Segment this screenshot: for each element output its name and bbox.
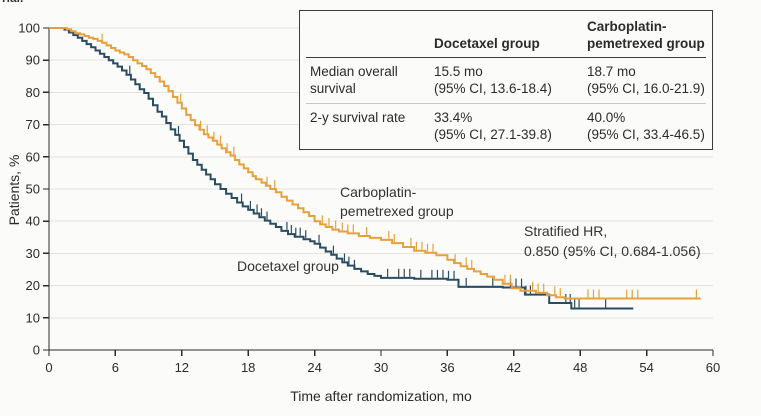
docetaxel-curve-label: Docetaxel group xyxy=(237,258,339,274)
x-tick-label: 54 xyxy=(639,360,653,375)
2y-rate-docetaxel: 33.4% (95% CI, 27.1-39.8) xyxy=(432,109,581,143)
row-label-2y-survival: 2-y survival rate xyxy=(310,110,406,125)
y-tick-label: 80 xyxy=(26,85,40,100)
y-tick-label: 60 xyxy=(26,149,40,164)
x-tick-label: 12 xyxy=(175,360,189,375)
x-tick-label: 0 xyxy=(45,360,52,375)
x-tick-label: 36 xyxy=(440,360,454,375)
value: 40.0% xyxy=(587,110,626,125)
y-axis-title: Patients, % xyxy=(6,154,22,226)
y-tick-label: 40 xyxy=(26,214,40,229)
carboplatin-curve xyxy=(49,27,701,300)
confidence-interval: (95% CI, 13.6-18.4) xyxy=(434,81,552,96)
table-header-carboplatin: Carboplatin-pemetrexed group xyxy=(587,19,705,51)
y-tick-label: 10 xyxy=(26,310,40,325)
confidence-interval: (95% CI, 33.4-46.5) xyxy=(587,127,705,142)
hr-annotation-line2: 0.850 (95% CI, 0.684-1.056) xyxy=(524,243,701,259)
table-header-docetaxel: Docetaxel group xyxy=(434,36,540,51)
y-tick-label: 90 xyxy=(26,53,40,68)
value: 15.5 mo xyxy=(434,64,483,79)
y-tick-label: 50 xyxy=(26,182,40,197)
table-row: 2-y survival rate 33.4% (95% CI, 27.1-39… xyxy=(306,104,706,149)
carboplatin-curve-label: Carboplatin-pemetrexed group xyxy=(340,184,454,219)
table-header-row: Docetaxel group Carboplatin-pemetrexed g… xyxy=(306,11,706,58)
table-row: Median overall survival 15.5 mo (95% CI,… xyxy=(306,58,706,104)
2y-rate-carboplatin: 40.0% (95% CI, 33.4-46.5) xyxy=(585,109,722,143)
value: 18.7 mo xyxy=(587,64,636,79)
axes: 0 10 20 30 40 50 60 70 80 90 100 0 6 12 18 24 30 36 42 48 54… xyxy=(18,21,720,376)
x-tick-label: 60 xyxy=(706,360,720,375)
row-label-median-survival: Median overall survival xyxy=(310,64,398,96)
x-tick-label: 6 xyxy=(112,360,119,375)
y-tick-label: 30 xyxy=(26,246,40,261)
y-tick-label: 70 xyxy=(26,117,40,132)
y-tick-label: 20 xyxy=(26,278,40,293)
y-tick-label: 0 xyxy=(33,343,40,358)
x-tick-label: 24 xyxy=(307,360,321,375)
value: 33.4% xyxy=(434,110,473,125)
x-tick-label: 18 xyxy=(241,360,255,375)
median-survival-docetaxel: 15.5 mo (95% CI, 13.6-18.4) xyxy=(432,63,581,97)
y-tick-label: 100 xyxy=(18,21,40,36)
x-tick-label: 30 xyxy=(374,360,388,375)
confidence-interval: (95% CI, 27.1-39.8) xyxy=(434,127,552,142)
hazard-ratio-annotation: Stratified HR, 0.850 (95% CI, 0.684-1.05… xyxy=(524,221,734,261)
hr-annotation-line1: Stratified HR, xyxy=(524,223,608,239)
x-axis-title: Time after randomization, mo xyxy=(290,388,472,404)
confidence-interval: (95% CI, 16.0-21.9) xyxy=(587,81,705,96)
survival-curves xyxy=(49,27,701,310)
x-tick-label: 48 xyxy=(573,360,587,375)
cropped-title-fragment: rial. xyxy=(2,0,42,6)
median-survival-carboplatin: 18.7 mo (95% CI, 16.0-21.9) xyxy=(585,63,722,97)
survival-stats-table: Docetaxel group Carboplatin-pemetrexed g… xyxy=(299,10,713,150)
x-tick-label: 42 xyxy=(507,360,521,375)
